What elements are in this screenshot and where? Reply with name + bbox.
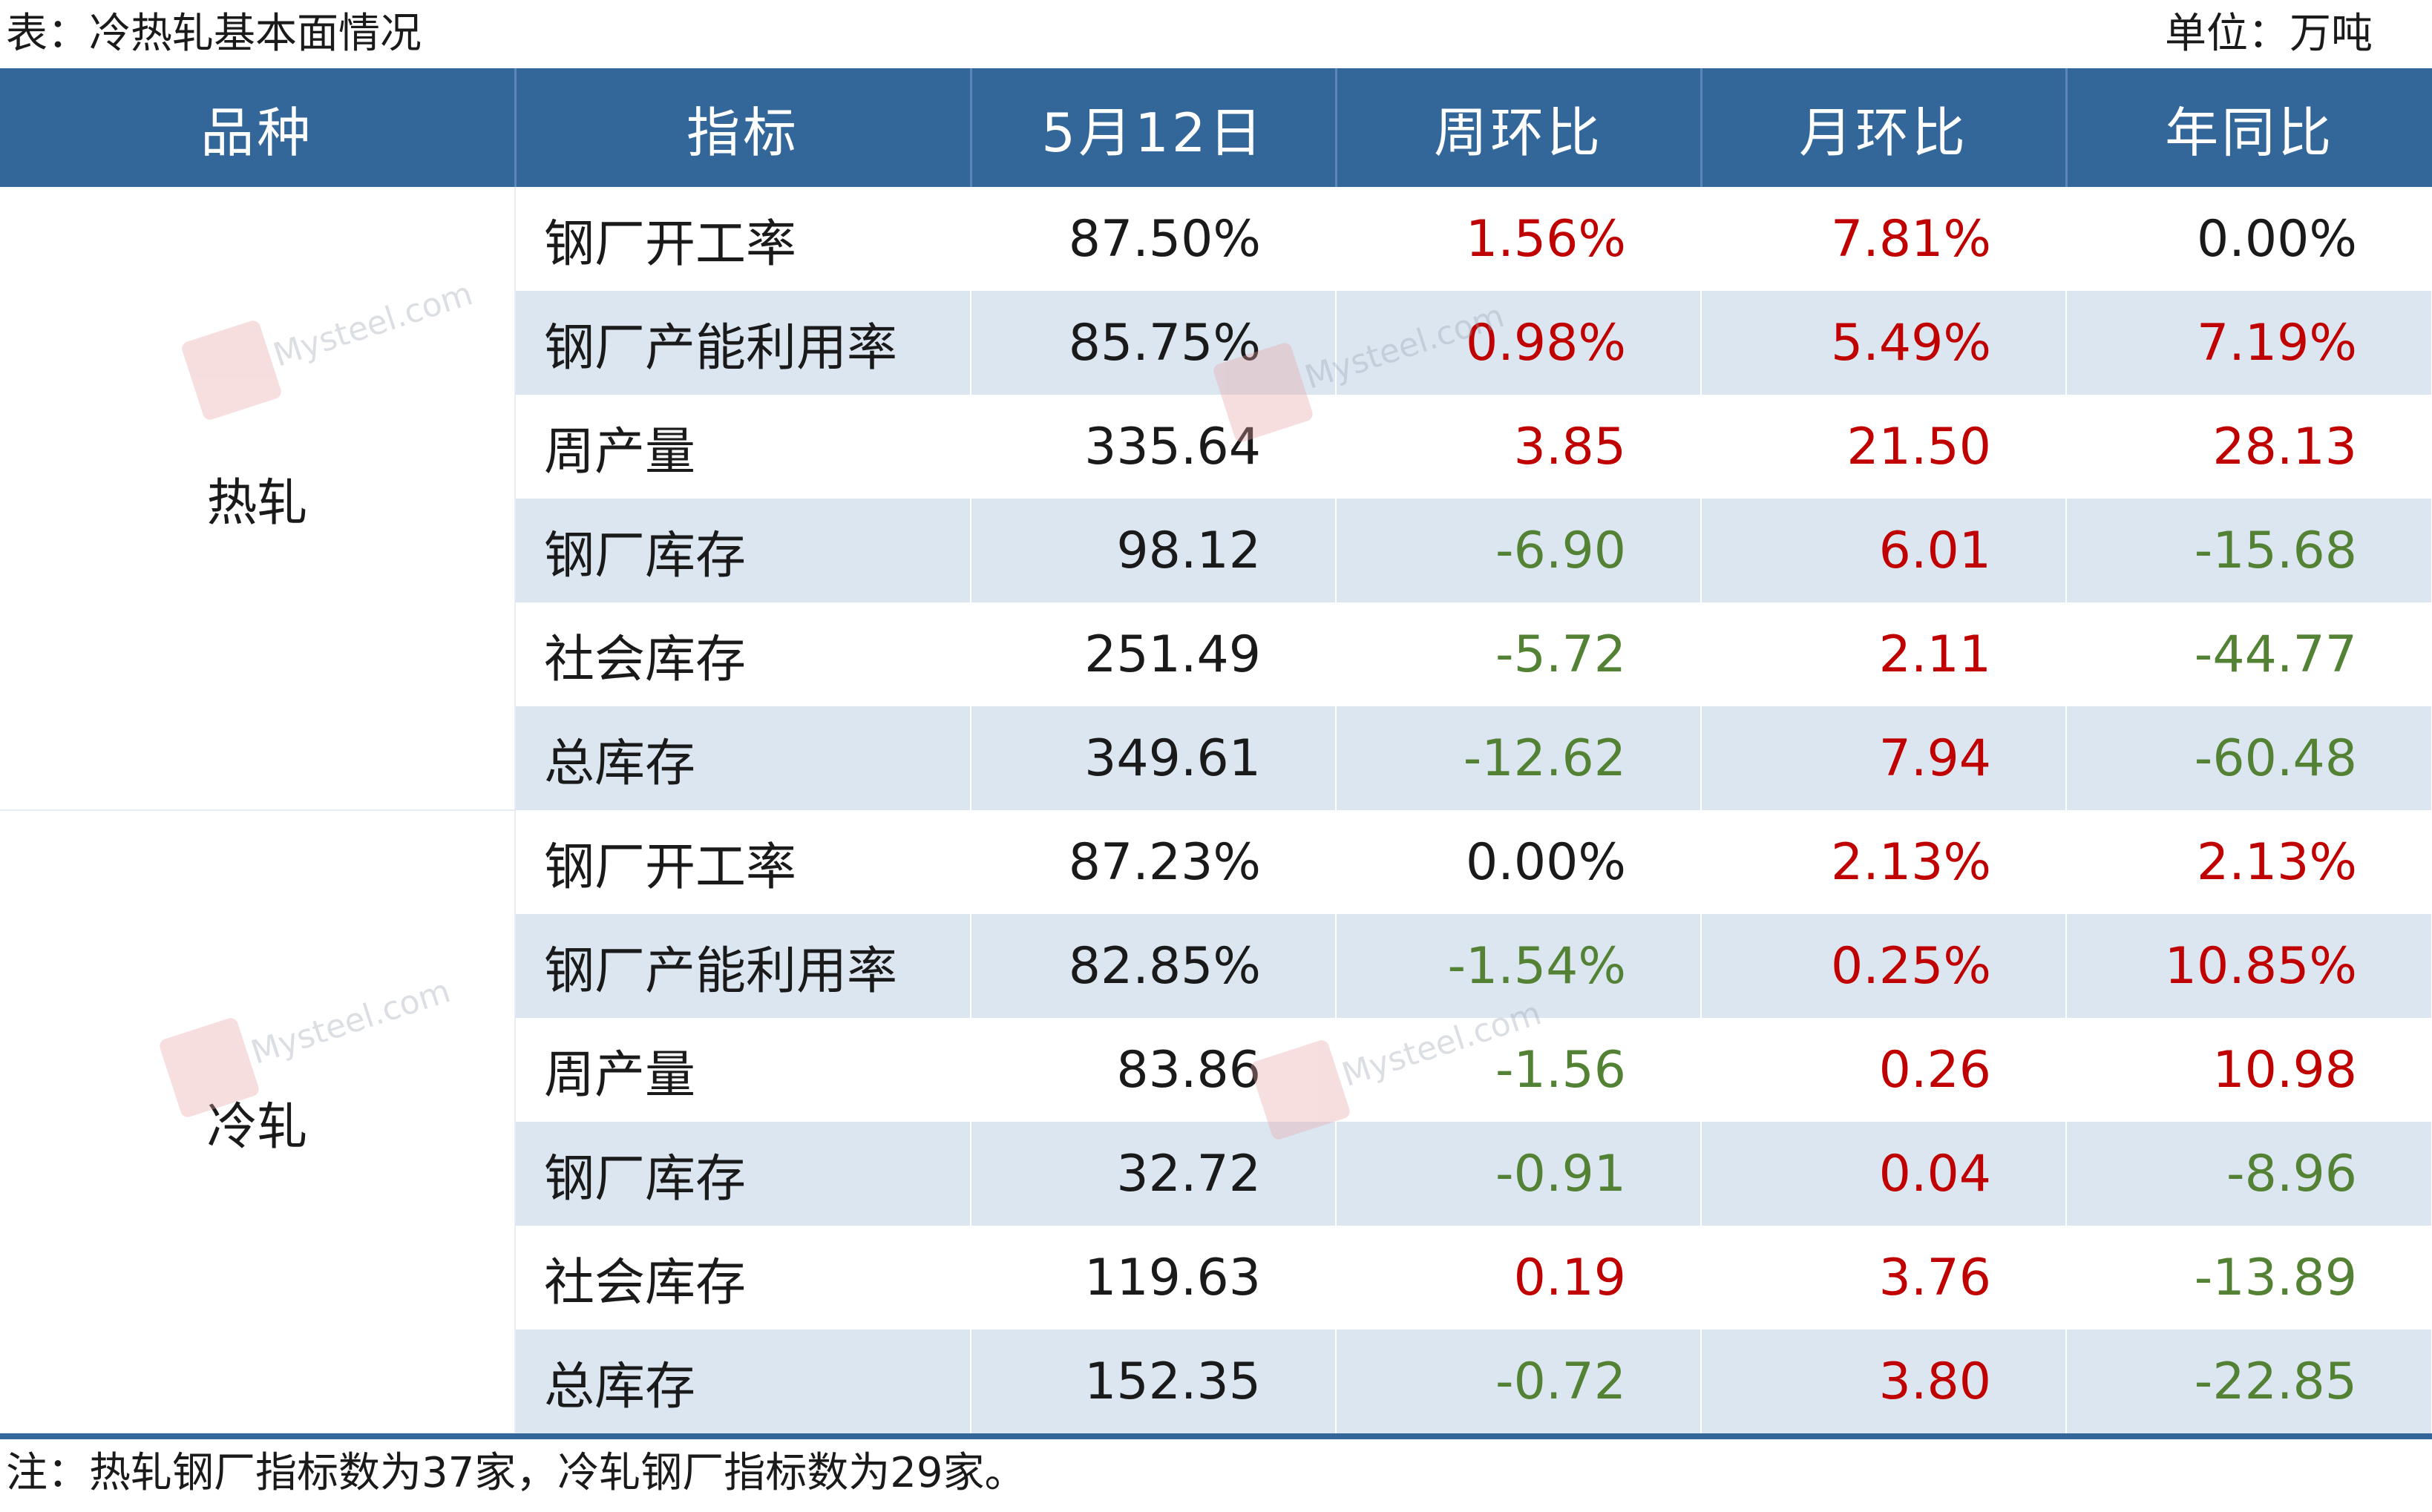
mom-cell: 6.01	[1701, 499, 2067, 602]
table-row: 钢厂库存 32.72 -0.91 0.04 -8.96	[0, 1122, 2432, 1226]
header-row: 品种 指标 5月12日 周环比 月环比 年同比	[0, 68, 2432, 187]
table-row: 社会库存 119.63 0.19 3.76 -13.89	[0, 1226, 2432, 1329]
yoy-cell: -44.77	[2066, 602, 2432, 706]
wow-cell: -12.62	[1336, 706, 1702, 810]
mom-cell: 3.76	[1701, 1226, 2067, 1329]
yoy-cell: -15.68	[2066, 499, 2432, 602]
wow-cell: -1.56	[1336, 1018, 1702, 1122]
yoy-cell: 28.13	[2066, 395, 2432, 499]
mom-cell: 2.11	[1701, 602, 2067, 706]
indicator-cell: 总库存	[515, 1329, 971, 1433]
bottom-rule	[0, 1433, 2432, 1439]
table-row: 周产量 335.64 3.85 21.50 28.13	[0, 395, 2432, 499]
wow-cell: 0.19	[1336, 1226, 1702, 1329]
value-cell: 251.49	[971, 602, 1337, 706]
mom-cell: 5.49%	[1701, 291, 2067, 395]
table-row: 总库存 152.35 -0.72 3.80 -22.85	[0, 1329, 2432, 1433]
indicator-cell: 钢厂库存	[515, 1122, 971, 1226]
yoy-cell: 0.00%	[2066, 187, 2432, 291]
mom-cell: 7.94	[1701, 706, 2067, 810]
variety-cell: 热轧	[0, 187, 516, 811]
mom-cell: 7.81%	[1701, 187, 2067, 291]
mom-cell: 0.26	[1701, 1018, 2067, 1122]
table-row: 钢厂产能利用率 85.75% 0.98% 5.49% 7.19%	[0, 291, 2432, 395]
yoy-cell: -8.96	[2066, 1122, 2432, 1226]
mom-cell: 0.04	[1701, 1122, 2067, 1226]
indicator-cell: 周产量	[515, 1018, 971, 1122]
wow-cell: 1.56%	[1336, 187, 1702, 291]
table-caption: 表：冷热轧基本面情况 单位：万吨	[0, 0, 2432, 68]
wow-cell: -1.54%	[1336, 914, 1702, 1018]
indicator-cell: 钢厂产能利用率	[515, 914, 971, 1018]
mom-cell: 21.50	[1701, 395, 2067, 499]
wow-cell: -6.90	[1336, 499, 1702, 602]
indicator-cell: 钢厂开工率	[515, 187, 971, 291]
yoy-cell: 10.98	[2066, 1018, 2432, 1122]
wow-cell: 3.85	[1336, 395, 1702, 499]
yoy-cell: -13.89	[2066, 1226, 2432, 1329]
header-date: 5月12日	[971, 68, 1337, 187]
mom-cell: 3.80	[1701, 1329, 2067, 1433]
table-body: 热轧 钢厂开工率 87.50% 1.56% 7.81% 0.00% 钢厂产能利用率 85.75…	[0, 187, 2432, 1434]
wow-cell: 0.00%	[1336, 810, 1702, 914]
header-yoy: 年同比	[2066, 68, 2432, 187]
value-cell: 82.85%	[971, 914, 1337, 1018]
wow-cell: 0.98%	[1336, 291, 1702, 395]
mom-cell: 2.13%	[1701, 810, 2067, 914]
indicator-cell: 钢厂库存	[515, 499, 971, 602]
indicator-cell: 社会库存	[515, 1226, 971, 1329]
table-row: 冷轧 钢厂开工率 87.23% 0.00% 2.13% 2.13%	[0, 810, 2432, 1434]
footnote: 注：热轧钢厂指标数为37家，冷轧钢厂指标数为29家。	[6, 1449, 1026, 1497]
table-row: 周产量 83.86 -1.56 0.26 10.98	[0, 1018, 2432, 1122]
header-variety: 品种	[0, 68, 517, 187]
value-cell: 85.75%	[971, 291, 1337, 395]
value-cell: 98.12	[971, 499, 1337, 602]
yoy-cell: 7.19%	[2066, 291, 2432, 395]
header-mom: 月环比	[1701, 68, 2068, 187]
fundamentals-table: 品种 指标 5月12日 周环比 月环比 年同比 热轧 钢厂开工率 87.50% 1.5…	[0, 68, 2432, 1434]
table-row: 钢厂库存 98.12 -6.90 6.01 -15.68	[0, 499, 2432, 602]
table-row: 社会库存 251.49 -5.72 2.11 -44.77	[0, 602, 2432, 706]
header-indicator: 指标	[515, 68, 972, 187]
indicator-cell: 周产量	[515, 395, 971, 499]
yoy-cell: 10.85%	[2066, 914, 2432, 1018]
wow-cell: -0.91	[1336, 1122, 1702, 1226]
value-cell: 32.72	[971, 1122, 1337, 1226]
wow-cell: -5.72	[1336, 602, 1702, 706]
value-cell: 119.63	[971, 1226, 1337, 1329]
yoy-cell: -60.48	[2066, 706, 2432, 810]
indicator-cell: 社会库存	[515, 602, 971, 706]
table-row: 总库存 349.61 -12.62 7.94 -60.48	[0, 706, 2432, 810]
variety-cell: 冷轧	[0, 810, 516, 1434]
value-cell: 87.50%	[971, 187, 1337, 291]
indicator-cell: 钢厂产能利用率	[515, 291, 971, 395]
wow-cell: -0.72	[1336, 1329, 1702, 1433]
table-row: 钢厂产能利用率 82.85% -1.54% 0.25% 10.85%	[0, 914, 2432, 1018]
mom-cell: 0.25%	[1701, 914, 2067, 1018]
table-row: 热轧 钢厂开工率 87.50% 1.56% 7.81% 0.00%	[0, 187, 2432, 811]
unit-label: 单位：万吨	[2165, 10, 2373, 58]
header-wow: 周环比	[1336, 68, 1702, 187]
value-cell: 83.86	[971, 1018, 1337, 1122]
value-cell: 152.35	[971, 1329, 1337, 1433]
value-cell: 349.61	[971, 706, 1337, 810]
indicator-cell: 总库存	[515, 706, 971, 810]
indicator-cell: 钢厂开工率	[515, 810, 971, 914]
yoy-cell: 2.13%	[2066, 810, 2432, 914]
value-cell: 335.64	[971, 395, 1337, 499]
value-cell: 87.23%	[971, 810, 1337, 914]
yoy-cell: -22.85	[2066, 1329, 2432, 1433]
table-title: 表：冷热轧基本面情况	[6, 10, 422, 58]
